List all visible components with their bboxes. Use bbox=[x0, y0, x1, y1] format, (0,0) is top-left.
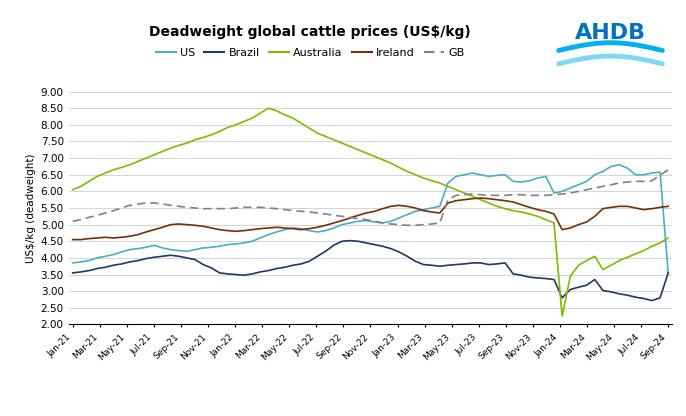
GB bbox=[264, 206, 272, 210]
Brazil bbox=[191, 257, 199, 262]
US bbox=[607, 164, 615, 169]
Ireland bbox=[69, 237, 77, 242]
Line: Australia: Australia bbox=[73, 108, 668, 316]
Australia bbox=[264, 106, 272, 111]
Australia bbox=[411, 172, 419, 177]
Ireland bbox=[395, 203, 403, 208]
Brazil bbox=[411, 259, 419, 264]
GB bbox=[411, 223, 419, 228]
Australia bbox=[272, 108, 281, 113]
Ireland bbox=[191, 223, 199, 228]
Brazil bbox=[346, 238, 354, 243]
GB bbox=[191, 206, 199, 210]
Title: Deadweight global cattle prices (US$/kg): Deadweight global cattle prices (US$/kg) bbox=[149, 25, 471, 39]
Brazil bbox=[403, 254, 412, 259]
US bbox=[191, 247, 199, 252]
Line: GB: GB bbox=[73, 170, 668, 225]
GB bbox=[199, 206, 207, 211]
GB bbox=[395, 222, 403, 227]
US bbox=[395, 215, 403, 220]
Australia bbox=[403, 169, 412, 174]
Legend: US, Brazil, Australia, Ireland, GB: US, Brazil, Australia, Ireland, GB bbox=[151, 44, 469, 63]
Brazil bbox=[648, 298, 656, 303]
Ireland bbox=[199, 224, 207, 229]
Brazil bbox=[664, 270, 672, 275]
Australia bbox=[558, 314, 566, 319]
GB bbox=[69, 219, 77, 224]
GB bbox=[664, 167, 672, 172]
US bbox=[264, 232, 272, 237]
Ireland bbox=[664, 204, 672, 209]
Ireland bbox=[615, 204, 624, 209]
US bbox=[615, 162, 624, 167]
Brazil bbox=[264, 268, 272, 273]
Ireland bbox=[477, 196, 485, 201]
Australia bbox=[624, 255, 632, 260]
GB bbox=[403, 223, 412, 228]
US bbox=[69, 260, 77, 265]
US bbox=[664, 270, 672, 275]
Line: Brazil: Brazil bbox=[73, 240, 668, 300]
Australia bbox=[199, 135, 207, 140]
Line: US: US bbox=[73, 165, 668, 273]
Brazil bbox=[615, 291, 624, 296]
GB bbox=[615, 181, 624, 186]
Y-axis label: US$/kg (deadweight): US$/kg (deadweight) bbox=[27, 153, 36, 263]
Text: AHDB: AHDB bbox=[575, 23, 646, 43]
Ireland bbox=[264, 225, 272, 230]
Line: Ireland: Ireland bbox=[73, 198, 668, 240]
Australia bbox=[69, 187, 77, 192]
US bbox=[199, 245, 207, 250]
Australia bbox=[191, 137, 199, 142]
Ireland bbox=[403, 204, 412, 209]
Brazil bbox=[199, 262, 207, 267]
Australia bbox=[664, 235, 672, 240]
US bbox=[403, 212, 412, 217]
Brazil bbox=[69, 270, 77, 275]
